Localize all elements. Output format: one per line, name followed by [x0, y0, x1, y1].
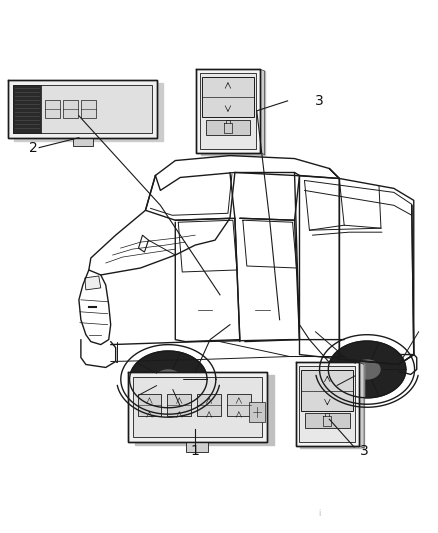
Polygon shape	[14, 83, 163, 141]
Polygon shape	[81, 100, 96, 118]
Text: 2: 2	[29, 141, 38, 155]
Polygon shape	[201, 71, 265, 155]
Text: i: i	[318, 508, 320, 518]
Polygon shape	[206, 120, 250, 135]
Polygon shape	[73, 138, 93, 146]
Text: 3: 3	[360, 444, 368, 458]
Text: 1: 1	[191, 444, 200, 458]
Polygon shape	[167, 394, 191, 416]
Polygon shape	[85, 276, 101, 290]
Polygon shape	[300, 367, 355, 442]
Polygon shape	[186, 442, 208, 452]
Polygon shape	[328, 341, 406, 398]
Polygon shape	[227, 394, 251, 416]
Text: 3: 3	[315, 94, 324, 108]
Polygon shape	[200, 73, 256, 149]
Polygon shape	[202, 77, 254, 117]
Polygon shape	[13, 85, 152, 133]
Polygon shape	[155, 370, 181, 389]
Polygon shape	[63, 100, 78, 118]
Polygon shape	[196, 69, 260, 152]
Polygon shape	[296, 362, 359, 446]
Polygon shape	[359, 362, 364, 448]
Polygon shape	[13, 85, 41, 133]
Polygon shape	[300, 365, 364, 448]
Polygon shape	[305, 414, 350, 428]
Polygon shape	[249, 402, 265, 422]
Polygon shape	[354, 360, 380, 379]
Polygon shape	[45, 100, 60, 118]
Polygon shape	[260, 69, 265, 155]
Polygon shape	[138, 235, 148, 252]
Polygon shape	[197, 394, 221, 416]
Polygon shape	[133, 377, 262, 437]
Polygon shape	[8, 80, 157, 138]
Polygon shape	[138, 394, 161, 416]
Polygon shape	[301, 370, 353, 410]
Polygon shape	[127, 373, 267, 442]
Polygon shape	[130, 351, 207, 408]
Polygon shape	[134, 375, 274, 445]
